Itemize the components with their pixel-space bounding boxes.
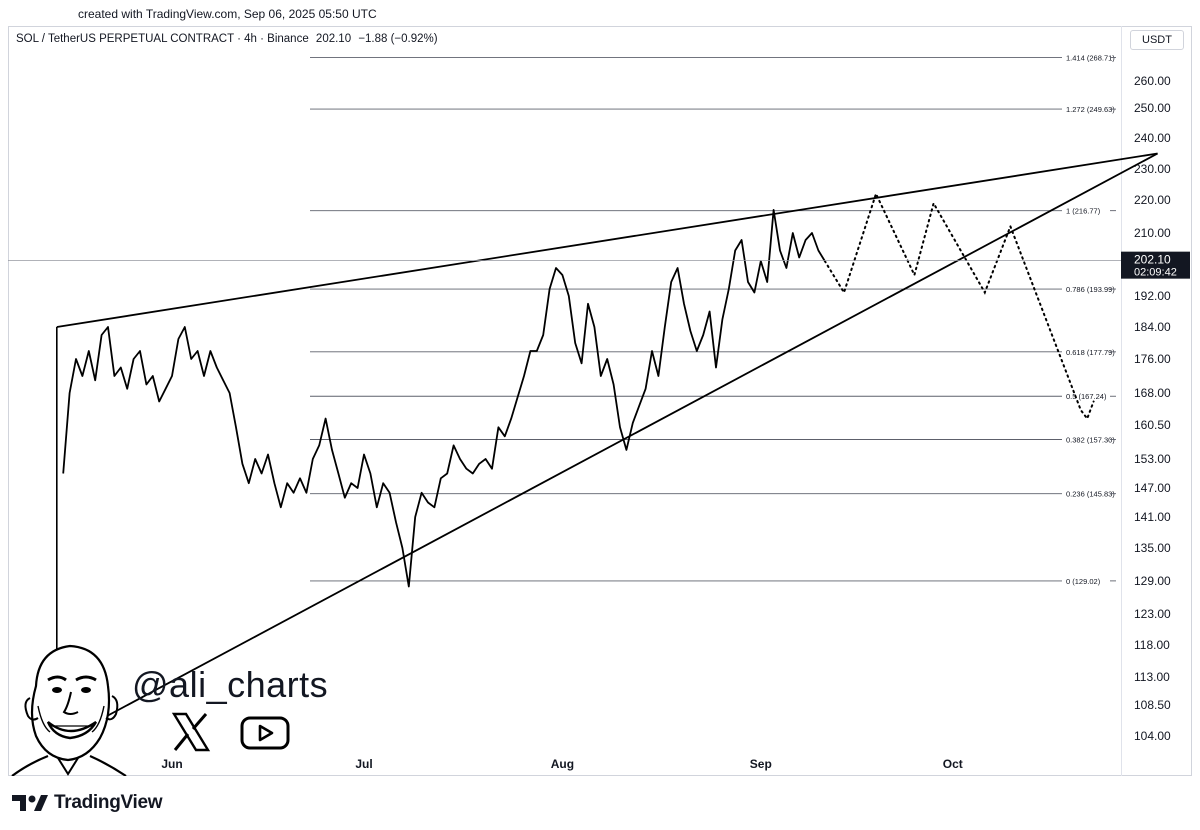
chart-credit: created with TradingView.com, Sep 06, 20… bbox=[78, 7, 377, 21]
x-tick-label: Jul bbox=[355, 757, 372, 771]
x-logo-icon bbox=[171, 712, 211, 752]
y-tick-label: 123.00 bbox=[1134, 607, 1171, 621]
y-tick-label: 260.00 bbox=[1134, 74, 1171, 88]
fib-label: 0 (129.02) bbox=[1066, 577, 1101, 586]
y-tick-label: 210.00 bbox=[1134, 226, 1171, 240]
fib-label: 0.786 (193.99) bbox=[1066, 285, 1115, 294]
price-series bbox=[62, 209, 826, 588]
fib-label: 1.272 (249.63) bbox=[1066, 105, 1115, 114]
projection-line bbox=[823, 191, 1095, 421]
x-tick-label: Jun bbox=[161, 757, 182, 771]
tradingview-logo-icon bbox=[12, 795, 48, 811]
symbol-header: SOL / TetherUS PERPETUAL CONTRACT · 4h ·… bbox=[16, 33, 442, 45]
fib-label: 1.414 (268.71) bbox=[1066, 53, 1115, 62]
fibonacci-levels: 1.414 (268.71) 1.272 (249.63) 1 (216.77) 0.… bbox=[310, 53, 1116, 586]
x-tick-label: Oct bbox=[943, 757, 963, 771]
fib-label: 0.618 (177.79) bbox=[1066, 348, 1115, 357]
youtube-icon bbox=[240, 716, 290, 750]
y-tick-label: 135.00 bbox=[1134, 541, 1171, 555]
y-tick-label: 118.00 bbox=[1134, 638, 1170, 652]
currency-button[interactable]: USDT bbox=[1130, 30, 1184, 50]
y-tick-label: 129.00 bbox=[1134, 574, 1171, 588]
last-price-value: 202.10 bbox=[1134, 253, 1171, 267]
y-tick-label: 147.00 bbox=[1134, 481, 1171, 495]
fib-label: 0.382 (157.30) bbox=[1066, 436, 1115, 445]
y-tick-label: 220.00 bbox=[1134, 193, 1171, 207]
wedge-trendline bbox=[56, 152, 1158, 328]
y-tick-label: 230.00 bbox=[1134, 162, 1171, 176]
y-tick-label: 168.00 bbox=[1134, 386, 1171, 400]
y-tick-label: 104.00 bbox=[1134, 729, 1171, 743]
y-tick-label: 108.50 bbox=[1134, 698, 1171, 712]
y-tick-label: 160.50 bbox=[1134, 418, 1171, 432]
y-tick-label: 184.00 bbox=[1134, 320, 1171, 334]
fib-label: 0.236 (145.83) bbox=[1066, 490, 1115, 499]
tradingview-brand[interactable]: TradingView bbox=[12, 792, 163, 814]
y-tick-label: 240.00 bbox=[1134, 131, 1171, 145]
wedge-trendline bbox=[56, 152, 1159, 744]
x-tick-label: Sep bbox=[750, 757, 772, 771]
fib-label: 1 (216.77) bbox=[1066, 207, 1101, 216]
y-tick-label: 250.00 bbox=[1134, 101, 1171, 115]
current-price: 202.10 bbox=[315, 33, 352, 45]
watermark-handle: @ali_charts bbox=[132, 664, 329, 705]
y-tick-label: 192.00 bbox=[1134, 289, 1171, 303]
price-change: −1.88 (−0.92%) bbox=[358, 33, 438, 45]
y-tick-label: 141.00 bbox=[1134, 510, 1171, 524]
x-tick-label: Aug bbox=[551, 757, 574, 771]
bar-countdown: 02:09:42 bbox=[1134, 267, 1177, 279]
time-axis-ticks: Jun Jul Aug Sep Oct bbox=[161, 757, 962, 771]
chart-frame[interactable] bbox=[8, 26, 1192, 776]
last-price-badge bbox=[1121, 251, 1190, 279]
y-tick-label: 113.00 bbox=[1134, 670, 1170, 684]
tradingview-wordmark: TradingView bbox=[54, 792, 163, 813]
price-axis-ticks: 260.00 250.00 240.00 230.00 220.00 210.00 192.… bbox=[1134, 74, 1171, 743]
wedge-trendlines bbox=[55, 152, 1159, 744]
fib-label: 0.5 (167.24) bbox=[1066, 392, 1107, 401]
y-tick-label: 176.00 bbox=[1134, 352, 1171, 366]
y-tick-label: 153.00 bbox=[1134, 452, 1171, 466]
price-line bbox=[62, 209, 826, 588]
avatar-caricature-icon bbox=[11, 644, 127, 776]
projection-path bbox=[823, 191, 1095, 421]
symbol-label[interactable]: SOL / TetherUS PERPETUAL CONTRACT · 4h ·… bbox=[16, 33, 309, 45]
price-axis-separator bbox=[1121, 26, 1122, 776]
